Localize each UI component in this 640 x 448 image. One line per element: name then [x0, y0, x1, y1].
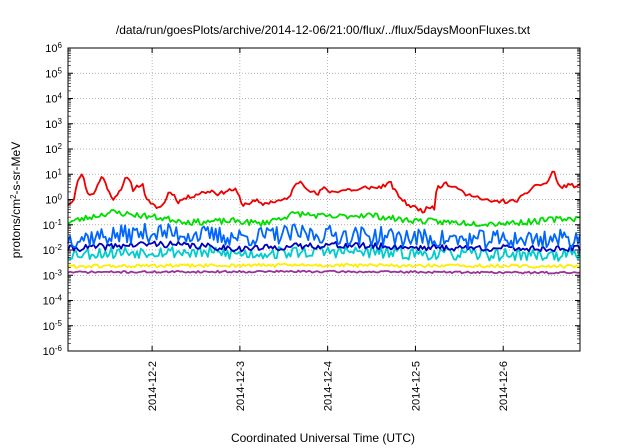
y-tick-label-exp: 2 [58, 142, 63, 151]
y-tick-label-exp: -1 [55, 217, 63, 226]
y-tick-label-base: 10 [45, 144, 57, 156]
y-axis-label: protons/cm2-s-sr-MeV [9, 142, 24, 258]
x-axis: 2014-12-2 2014-12-3 2014-12-4 2014-12-5 2014… [147, 48, 510, 411]
y-tick-label-base: 10 [43, 270, 55, 282]
x-tick-label: 2014-12-5 [410, 361, 422, 411]
y-tick-label: 103 [45, 116, 62, 131]
y-tick-label-base: 10 [43, 220, 55, 232]
y-tick-label: 105 [45, 66, 62, 81]
y-tick-label-base: 10 [43, 346, 55, 358]
series-line [67, 208, 581, 228]
x-axis-label: Coordinated Universal Time (UTC) [231, 431, 415, 445]
y-tick-label-base: 10 [43, 296, 55, 308]
x-tick-label: 2014-12-3 [235, 361, 247, 411]
y-tick-label-exp: 4 [58, 91, 63, 100]
x-tick-label: 2014-12-2 [147, 361, 159, 411]
y-tick-label: 10-2 [43, 243, 63, 258]
y-tick-label: 10-1 [43, 217, 63, 232]
y-tick-label: 10-3 [43, 268, 63, 283]
y-tick-label-base: 10 [45, 94, 57, 106]
series-lines [67, 170, 581, 275]
series-line [67, 269, 581, 275]
series-line [67, 240, 581, 253]
y-tick-label-exp: -2 [55, 243, 63, 252]
y-tick-label-base: 10 [45, 195, 57, 207]
y-axis-label-pre: protons/cm [9, 199, 23, 258]
y-axis-label-post: -s-sr-MeV [9, 142, 23, 195]
x-tick-label: 2014-12-6 [498, 361, 510, 411]
y-tick-label-exp: -3 [55, 268, 63, 277]
y-tick-label: 104 [45, 91, 62, 106]
y-tick-label-exp: 5 [58, 66, 63, 75]
y-tick-label-base: 10 [43, 321, 55, 333]
y-tick-label-base: 10 [45, 119, 57, 131]
y-tick-label-base: 10 [45, 43, 57, 55]
y-tick-label-exp: 3 [58, 116, 63, 125]
y-tick-label-exp: -5 [55, 318, 63, 327]
series-line [67, 222, 581, 250]
series-line [67, 262, 581, 269]
y-tick-label: 106 [45, 41, 62, 56]
y-tick-label-exp: -4 [55, 293, 63, 302]
series-line [67, 170, 581, 214]
y-axis-label-sup: 2 [9, 194, 18, 199]
y-tick-label: 100 [45, 192, 62, 207]
y-tick-label: 10-5 [43, 318, 63, 333]
y-tick-label-exp: -6 [55, 344, 63, 353]
chart-title: /data/run/goesPlots/archive/2014-12-06/2… [116, 23, 531, 37]
y-tick-label: 10-4 [43, 293, 63, 308]
y-tick-label-base: 10 [43, 245, 55, 257]
y-tick-label: 10-6 [43, 344, 63, 359]
series-line [67, 245, 581, 262]
y-tick-label-base: 10 [45, 68, 57, 80]
y-axis: 10-610-510-410-310-210-11001011021031041… [43, 41, 580, 359]
y-tick-label: 102 [45, 142, 62, 157]
y-tick-label-exp: 0 [58, 192, 63, 201]
y-tick-label-exp: 6 [58, 41, 63, 50]
y-tick-label: 101 [45, 167, 62, 182]
y-tick-label-base: 10 [45, 169, 57, 181]
x-tick-label: 2014-12-4 [323, 361, 335, 411]
y-tick-label-exp: 1 [58, 167, 63, 176]
